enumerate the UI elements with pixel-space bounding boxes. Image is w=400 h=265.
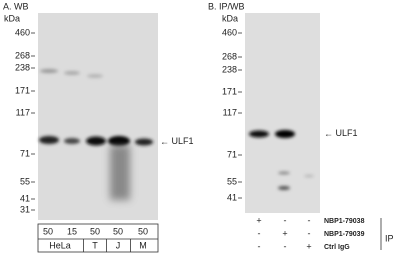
target-name: ULF1 [336,128,358,138]
marker-label: 41 [227,192,237,202]
lanes: 50 15 HeLa 50 T 50 J 50 M [43,226,148,252]
ip-mark: - [308,228,311,238]
marker-label: 31 [20,204,30,214]
ip-mark: + [256,215,261,225]
marker-label: 41 [20,193,30,203]
lane-group: J [116,240,121,250]
marker-label: 238 [15,62,30,72]
marker-label: 171 [15,85,30,95]
marker-label: 171 [222,86,237,96]
ip-table: + - - NBP1-79038 - + - NBP1-79039 - - + Ctrl IgG [256,215,364,251]
ip-mark: - [258,241,261,251]
lane-group: M [139,240,147,250]
panel-title: B. IP/WB [208,1,245,11]
marker-label: 460 [222,27,237,37]
blot [245,13,320,213]
marker-label: 117 [223,107,237,117]
blot [38,13,158,220]
marker-label: 55 [20,176,30,186]
marker-label: 268 [222,51,237,61]
bands [39,69,153,146]
lane-box [37,223,159,253]
ip-mark: - [308,215,311,225]
bands [249,130,314,190]
ip-mark: - [284,215,287,225]
target-label: ← ULF1 [324,128,358,138]
lane-amount: 15 [67,226,77,236]
unit-label: kDa [222,13,238,23]
lane-amount: 50 [138,226,148,236]
lane-amount: 50 [43,226,53,236]
marker-label: 460 [15,27,30,37]
markers: 460 268 238 171 117 71 55 41 [222,27,242,202]
ip-mark: - [284,241,287,251]
marker-label: 238 [222,64,237,74]
ip-label: IP [385,233,394,243]
marker-label: 55 [227,176,237,186]
marker-label: 71 [20,148,30,158]
ip-row-label: NBP1-79038 [324,218,365,225]
ip-row-label: Ctrl IgG [324,244,350,251]
ip-row-label: NBP1-79039 [324,231,365,238]
ip-mark: + [306,241,311,251]
lane-group: T [92,240,98,250]
lane-group: HeLa [49,240,71,250]
ip-mark: + [282,228,287,238]
unit-label: kDa [4,13,20,23]
ip-mark: - [258,228,261,238]
marker-label: 268 [15,50,30,60]
marker-label: 117 [16,107,30,117]
lane-amount: 50 [113,226,123,236]
marker-label: 71 [227,149,237,159]
lane-amount: 50 [90,226,100,236]
panel-title: A. WB [3,1,29,11]
target-label: ← ULF1 [160,136,194,146]
target-name: ULF1 [172,136,194,146]
